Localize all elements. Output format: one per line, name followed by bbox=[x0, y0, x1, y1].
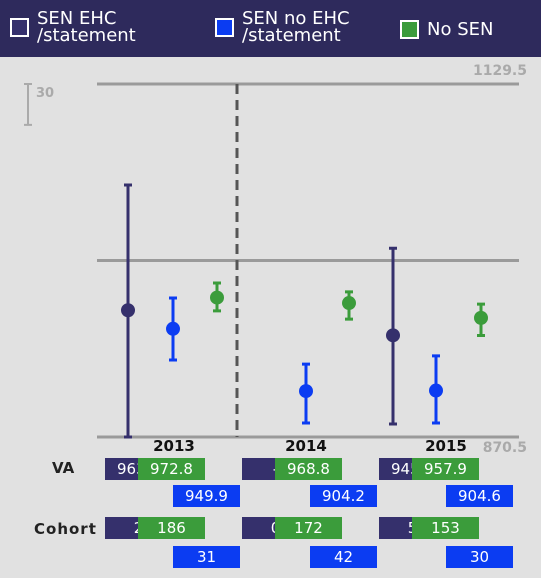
scale-bar-label: 30 bbox=[36, 86, 54, 101]
va-cell: 949.9 bbox=[173, 485, 240, 507]
legend-swatch bbox=[215, 17, 234, 37]
point bbox=[210, 290, 224, 305]
legend-label: SEN EHC /statement bbox=[37, 8, 136, 46]
legend-swatch bbox=[400, 20, 419, 39]
legend: SEN EHC /statement SEN no EHC /statement N… bbox=[0, 0, 541, 57]
point bbox=[166, 321, 180, 336]
category-label: 2015 bbox=[425, 437, 467, 455]
va-cell: 968.8 bbox=[275, 458, 342, 480]
cohort-cell: 172 bbox=[275, 517, 342, 539]
point bbox=[386, 328, 400, 343]
cohort-cell: 42 bbox=[310, 546, 377, 568]
legend-item: No SEN bbox=[400, 20, 493, 39]
y-tick-label: 870.5 bbox=[483, 440, 527, 456]
legend-label: SEN no EHC /statement bbox=[242, 8, 350, 46]
scale-bar bbox=[24, 83, 32, 126]
va-cell: 972.8 bbox=[138, 458, 205, 480]
cohort-cell: 31 bbox=[173, 546, 240, 568]
legend-label: No SEN bbox=[427, 19, 494, 40]
legend-item: SEN no EHC /statement bbox=[215, 8, 350, 46]
row-label: Cohort bbox=[34, 520, 97, 538]
point bbox=[429, 383, 443, 398]
point bbox=[342, 296, 356, 311]
point bbox=[299, 384, 313, 399]
va-cell: 904.6 bbox=[446, 485, 513, 507]
legend-swatch bbox=[10, 17, 29, 37]
cohort-cell: 153 bbox=[412, 517, 479, 539]
category-label: 2013 bbox=[153, 437, 195, 455]
point bbox=[121, 303, 135, 318]
row-label: VA bbox=[52, 459, 75, 477]
cohort-cell: 186 bbox=[138, 517, 205, 539]
cohort-cell: 30 bbox=[446, 546, 513, 568]
legend-item: SEN EHC /statement bbox=[10, 8, 136, 46]
va-cell: 904.2 bbox=[310, 485, 377, 507]
point bbox=[474, 310, 488, 325]
va-cell: 957.9 bbox=[412, 458, 479, 480]
y-tick-label: 1129.5 bbox=[473, 63, 527, 79]
category-label: 2014 bbox=[285, 437, 327, 455]
